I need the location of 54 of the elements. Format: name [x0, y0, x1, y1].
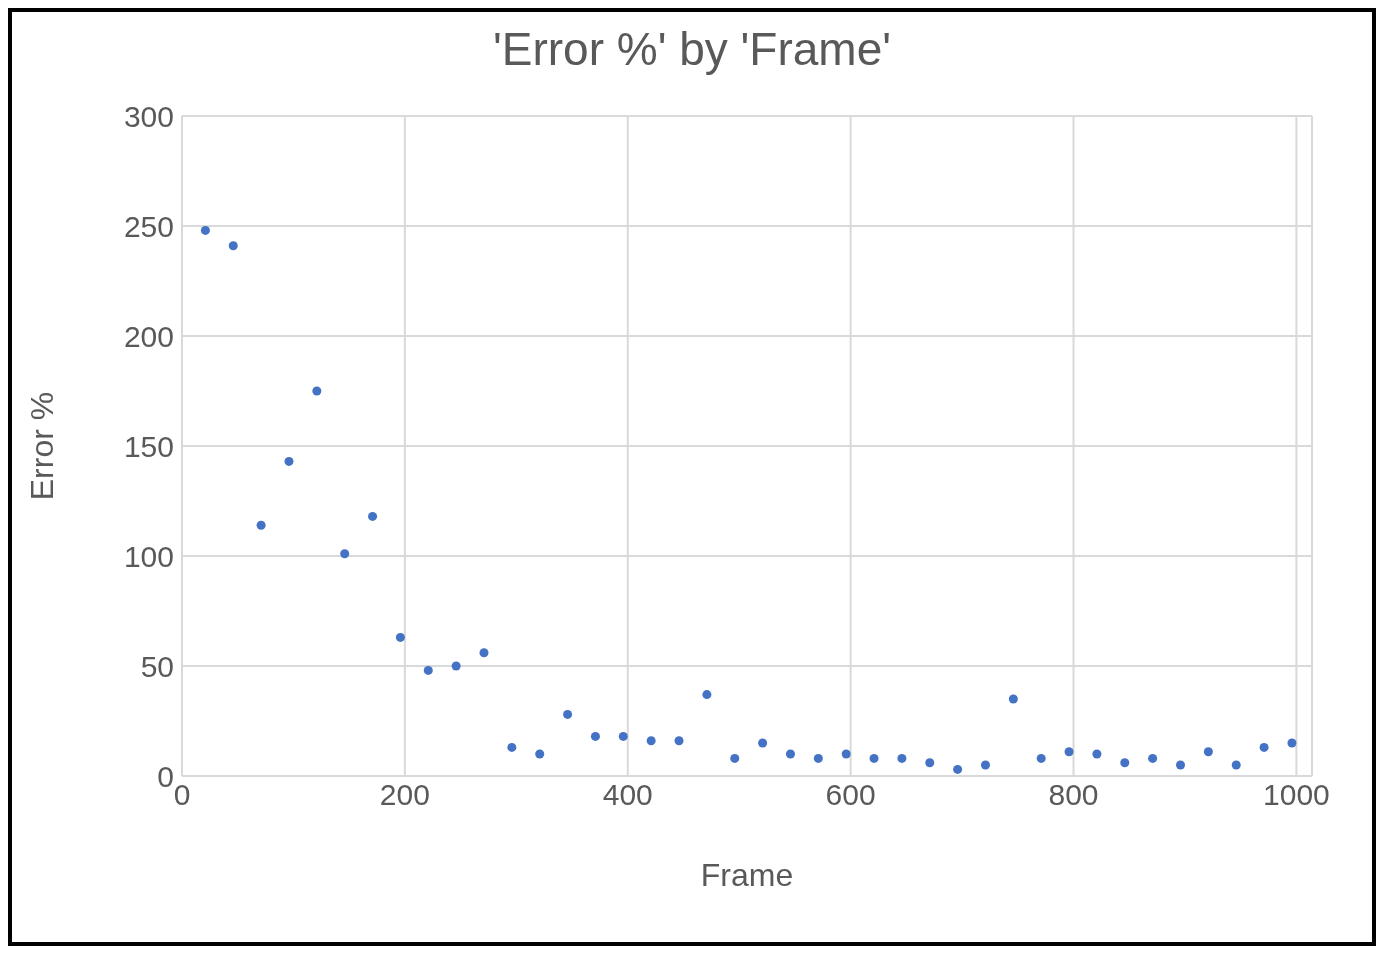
point [1092, 749, 1102, 759]
y-tick-label: 150 [123, 429, 174, 463]
point [479, 648, 489, 658]
y-tick-label: 50 [140, 649, 174, 683]
y-axis-title: Error % [24, 391, 61, 501]
point [646, 736, 656, 746]
x-axis-title: Frame [700, 857, 794, 893]
point [256, 520, 266, 530]
point [897, 753, 907, 763]
point [925, 758, 935, 768]
point [395, 632, 405, 642]
point [507, 742, 517, 752]
point [702, 690, 712, 700]
point [1036, 753, 1046, 763]
point [730, 753, 740, 763]
point [1231, 760, 1241, 770]
chart-title: 'Error %' by 'Frame' [491, 22, 893, 76]
point [1120, 758, 1130, 768]
x-tick-label: 400 [602, 778, 653, 812]
y-tick-label: 200 [123, 319, 174, 353]
point [200, 225, 210, 235]
point [674, 736, 684, 746]
point [423, 665, 433, 675]
point [869, 753, 879, 763]
point [1175, 760, 1186, 770]
x-tick-label: 600 [825, 778, 876, 812]
point [1148, 753, 1158, 763]
point [1064, 747, 1074, 757]
point [841, 749, 851, 759]
point [813, 753, 823, 763]
x-tick-label: 200 [379, 778, 430, 812]
point [451, 661, 461, 671]
point [953, 764, 963, 774]
point [1287, 738, 1297, 748]
point [228, 241, 238, 251]
point [535, 749, 545, 759]
point [785, 749, 795, 759]
point [1203, 747, 1213, 757]
point [618, 731, 628, 741]
point [758, 738, 768, 748]
y-tick-label: 100 [123, 539, 174, 573]
point [368, 511, 378, 521]
point [284, 456, 294, 466]
y-tick-label: 250 [123, 209, 174, 243]
x-tick-label: 800 [1048, 778, 1099, 812]
x-tick-label: 1000 [1263, 778, 1330, 812]
point [563, 709, 573, 719]
point [340, 549, 350, 559]
point [590, 731, 600, 741]
point [312, 386, 322, 396]
point [980, 760, 990, 770]
point [1259, 742, 1269, 752]
point [1008, 694, 1018, 704]
y-tick-label: 300 [123, 99, 174, 133]
